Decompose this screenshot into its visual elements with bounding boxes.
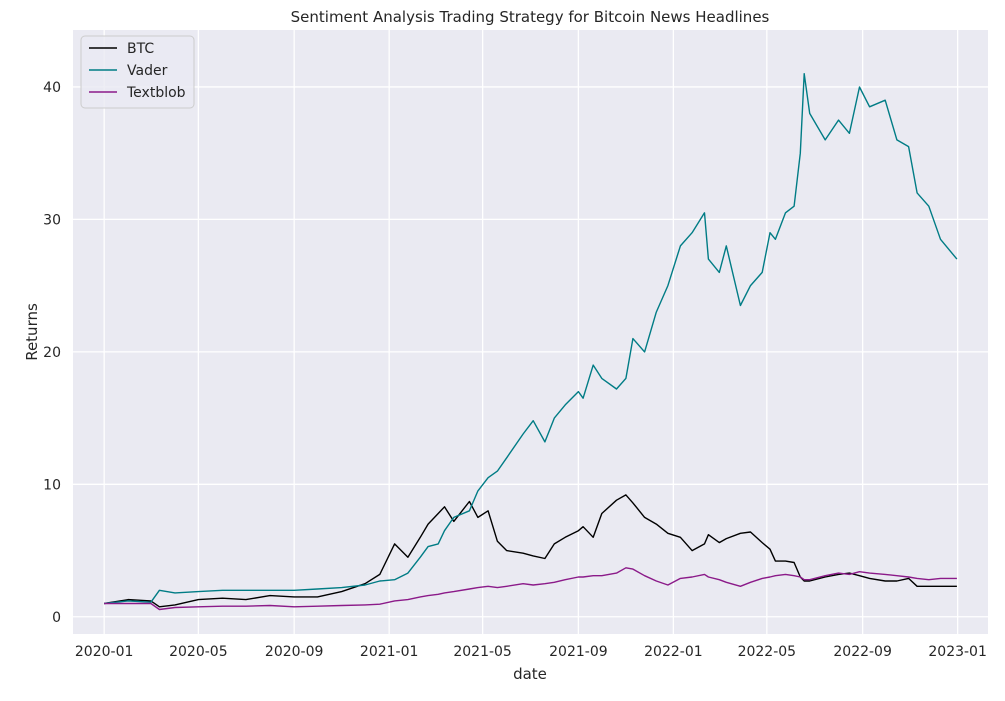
x-tick-label: 2021-09	[549, 644, 608, 660]
series-line-btc	[103, 494, 957, 608]
legend-label-vader: Vader	[127, 63, 168, 79]
x-tick-label: 2021-01	[360, 644, 419, 660]
chart-title: Sentiment Analysis Trading Strategy for …	[291, 8, 770, 26]
y-tick-label: 0	[52, 610, 61, 626]
x-tick-label: 2022-09	[833, 644, 892, 660]
y-axis-label: Returns	[23, 303, 41, 361]
legend-label-textblob: Textblob	[126, 85, 186, 101]
y-tick-label: 30	[43, 212, 61, 228]
legend-label-btc: BTC	[127, 41, 154, 57]
series-line-vader	[104, 72, 958, 605]
legend-box	[80, 35, 195, 109]
x-tick-label: 2020-05	[169, 644, 228, 660]
y-axis-ticks: 0 10 20 30 40	[43, 80, 61, 626]
y-tick-label: 10	[43, 477, 61, 493]
x-tick-label: 2022-05	[738, 644, 797, 660]
x-axis-label: date	[513, 665, 547, 683]
series-lines	[103, 72, 958, 611]
x-tick-label: 2023-01	[928, 644, 987, 660]
series-line-textblob	[104, 567, 957, 611]
x-tick-label: 2020-01	[75, 644, 134, 660]
x-tick-label: 2022-01	[644, 644, 703, 660]
grid-lines	[73, 30, 988, 634]
plot-area	[73, 30, 988, 634]
y-tick-label: 40	[43, 80, 61, 96]
legend: BTC Vader Textblob	[80, 35, 195, 109]
y-tick-label: 20	[43, 345, 61, 361]
x-axis-ticks: 2020-01 2020-05 2020-09 2021-01 2021-05 2021-…	[75, 644, 987, 660]
x-tick-label: 2020-09	[265, 644, 324, 660]
x-tick-label: 2021-05	[453, 644, 512, 660]
